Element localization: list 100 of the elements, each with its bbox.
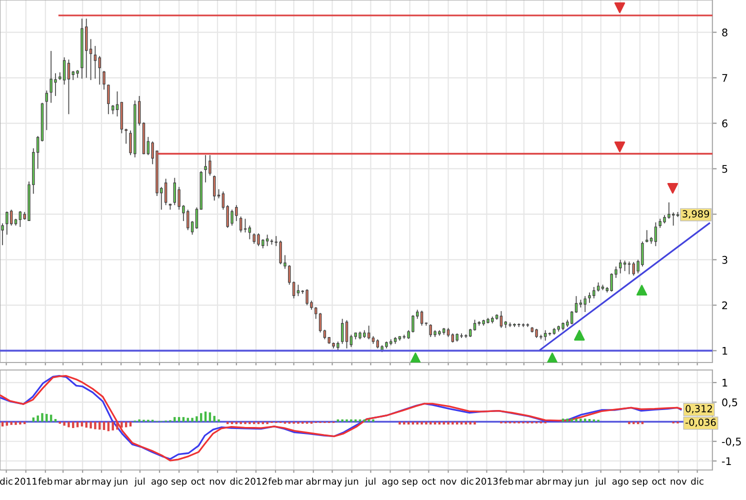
candlestick bbox=[124, 128, 128, 144]
bar bbox=[341, 419, 344, 422]
x-tick-label: oct bbox=[652, 478, 666, 485]
bar bbox=[19, 422, 22, 425]
candlestick bbox=[164, 178, 168, 206]
bar bbox=[570, 418, 573, 422]
bar bbox=[186, 418, 189, 422]
bar bbox=[240, 422, 242, 424]
bar bbox=[469, 422, 472, 425]
bar bbox=[196, 416, 198, 422]
bar bbox=[41, 413, 44, 422]
bar bbox=[398, 422, 401, 425]
candlestick bbox=[376, 338, 380, 349]
y-tick-label: 2 bbox=[722, 301, 728, 310]
bar bbox=[354, 419, 357, 422]
bar bbox=[178, 417, 180, 422]
candlestick bbox=[45, 90, 48, 131]
candlestick bbox=[323, 329, 326, 340]
bar bbox=[266, 422, 268, 424]
bar bbox=[218, 419, 220, 422]
x-tick-label: feb bbox=[38, 478, 52, 485]
candlestick bbox=[623, 260, 626, 272]
point bbox=[410, 352, 421, 362]
bar bbox=[358, 419, 362, 422]
y-tick-label: 6 bbox=[722, 119, 728, 128]
bar bbox=[425, 422, 428, 425]
candlestick bbox=[574, 296, 578, 314]
bar bbox=[182, 417, 185, 422]
x-tick-label: mar bbox=[54, 479, 72, 485]
x-tick-label: 2011 bbox=[14, 478, 37, 485]
x-tick-label: jun bbox=[344, 478, 358, 487]
x-tick-label: nov bbox=[670, 479, 687, 485]
candlestick bbox=[646, 230, 648, 243]
bar bbox=[200, 413, 202, 422]
bar bbox=[580, 418, 582, 422]
candlestick bbox=[367, 325, 370, 340]
bar bbox=[116, 422, 118, 430]
bar bbox=[36, 415, 39, 422]
candlestick bbox=[544, 330, 547, 342]
bar bbox=[592, 419, 596, 422]
x-tick-label: jul bbox=[595, 478, 606, 487]
bar bbox=[68, 422, 70, 428]
x-tick-label: feb bbox=[499, 478, 514, 485]
candlestick bbox=[190, 220, 194, 236]
bar bbox=[562, 418, 564, 422]
annotation: 3,989 bbox=[682, 210, 710, 219]
x-tick-label: ago bbox=[612, 479, 628, 487]
candlestick bbox=[146, 136, 150, 156]
x-tick-label: dic bbox=[0, 478, 12, 485]
bar bbox=[474, 422, 476, 425]
point bbox=[574, 330, 585, 341]
x-tick-label: dic bbox=[691, 478, 704, 485]
bar bbox=[368, 419, 370, 422]
x-tick-label: jul bbox=[134, 478, 145, 487]
bar bbox=[46, 414, 48, 422]
candlestick bbox=[217, 188, 220, 199]
candlestick bbox=[94, 45, 97, 80]
y-tick-label: 1 bbox=[722, 347, 728, 355]
bar bbox=[442, 422, 445, 425]
y-tick-label: 1 bbox=[722, 378, 728, 387]
y-tick-label: 5 bbox=[722, 165, 728, 173]
candlestick bbox=[500, 310, 503, 328]
bar bbox=[120, 422, 123, 428]
y-tick-label: -1 bbox=[722, 457, 731, 465]
x-tick-label: dic bbox=[460, 478, 474, 485]
x-tick-label: feb bbox=[268, 478, 282, 485]
x-tick-label: ago bbox=[152, 479, 168, 487]
bar bbox=[208, 412, 212, 422]
candlestick bbox=[292, 281, 296, 299]
bar bbox=[54, 419, 57, 422]
y-tick-label: 7 bbox=[722, 74, 728, 82]
x-tick-label: sep bbox=[402, 479, 418, 487]
candlestick bbox=[672, 212, 675, 226]
candlestick bbox=[213, 175, 216, 202]
x-tick-label: jul bbox=[365, 478, 376, 487]
bar bbox=[350, 419, 352, 422]
bar bbox=[32, 417, 35, 422]
bar bbox=[584, 418, 586, 422]
candlestick bbox=[6, 211, 8, 236]
candlestick bbox=[62, 56, 66, 86]
x-tick-label: abr bbox=[306, 478, 321, 485]
x-tick-label: jun bbox=[574, 478, 588, 487]
bar bbox=[94, 422, 96, 430]
y-tick-label: -0,5 bbox=[722, 438, 741, 447]
point bbox=[546, 352, 558, 362]
bar bbox=[63, 422, 66, 426]
bar bbox=[174, 417, 176, 422]
candlestick bbox=[654, 222, 658, 247]
y-tick-label: 3 bbox=[722, 256, 728, 264]
candlestick bbox=[296, 284, 300, 297]
point bbox=[636, 284, 648, 296]
candlestick bbox=[98, 55, 101, 86]
candlestick bbox=[239, 216, 242, 233]
x-tick-label: sep bbox=[632, 479, 648, 487]
x-tick-label: may bbox=[323, 479, 342, 487]
annotation: 0,312 bbox=[686, 404, 712, 414]
x-tick-label: nov bbox=[440, 479, 456, 485]
bar bbox=[248, 422, 251, 424]
candlestick bbox=[451, 332, 454, 343]
x-tick-label: may bbox=[553, 479, 572, 487]
